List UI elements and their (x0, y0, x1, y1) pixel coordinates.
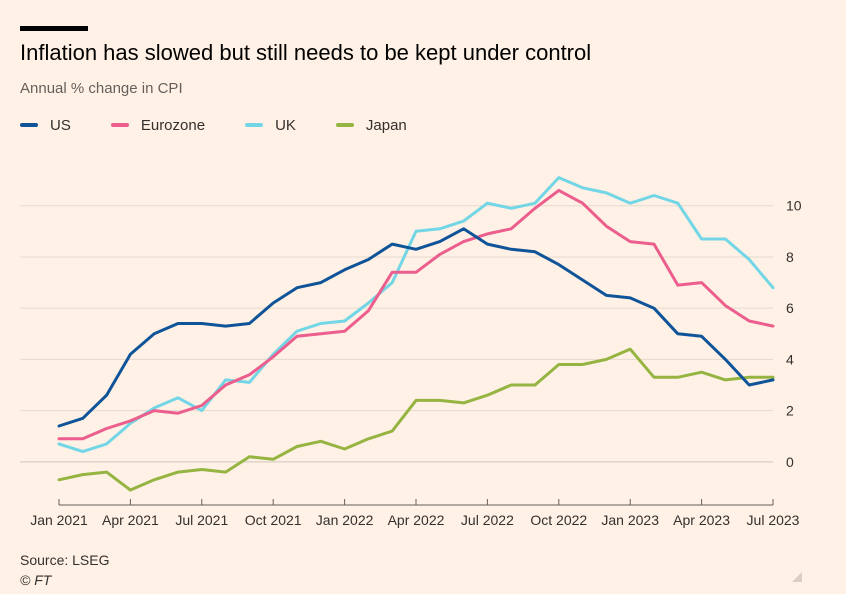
legend-item-uk: UK (245, 117, 296, 134)
legend-item-eurozone: Eurozone (110, 116, 206, 134)
x-tick-label: Jan 2021 (30, 512, 88, 528)
x-tick-label: Jul 2023 (747, 512, 800, 528)
legend-item-japan: Japan (335, 116, 407, 134)
legend-swatch-us (20, 123, 38, 127)
series-line-uk (57, 176, 775, 454)
legend-label: US (50, 116, 71, 134)
series-line-japan (57, 347, 775, 492)
legend-label: UK (275, 116, 296, 134)
header-accent-bar (20, 26, 88, 31)
chart-subtitle: Annual % change in CPI (20, 80, 183, 97)
series-line-us (57, 227, 775, 428)
x-tick-label: Jan 2022 (316, 512, 374, 528)
legend-swatch-japan (335, 123, 354, 127)
x-tick-label: Oct 2021 (245, 512, 302, 528)
x-tick-label: Jul 2021 (175, 512, 228, 528)
legend-label: Japan (365, 116, 407, 134)
x-tick-label: Apr 2021 (102, 512, 159, 528)
legend-item-us: US (20, 117, 71, 134)
line-chart: 0 2 4 6 8 10 Jan 2021 Apr 2021 Jul 2021 Oct 2021 J… (20, 176, 802, 528)
legend-swatch-uk (245, 123, 264, 127)
ft-credit: © FT (20, 572, 52, 588)
y-tick-label: 0 (786, 454, 794, 470)
y-tick-label: 2 (786, 403, 794, 419)
series-line-eurozone (57, 188, 775, 441)
resize-corner-icon (792, 572, 802, 582)
chart-title: Inflation has slowed but still needs to … (20, 40, 592, 65)
legend-label: Eurozone (140, 116, 206, 134)
x-tick-label: Jul 2022 (461, 512, 514, 528)
y-tick-label: 10 (786, 198, 802, 214)
y-tick-label: 6 (786, 300, 794, 316)
x-tick-label: Apr 2023 (673, 512, 730, 528)
y-tick-label: 8 (786, 249, 794, 265)
x-tick-label: Apr 2022 (388, 512, 445, 528)
y-tick-label: 4 (786, 351, 794, 367)
chart-legend: US Eurozone UK Japan (20, 114, 447, 136)
x-tick-label: Jan 2023 (601, 512, 659, 528)
x-tick-label: Oct 2022 (530, 512, 587, 528)
legend-swatch-eurozone (110, 123, 129, 127)
source-note: Source: LSEG (20, 552, 110, 568)
